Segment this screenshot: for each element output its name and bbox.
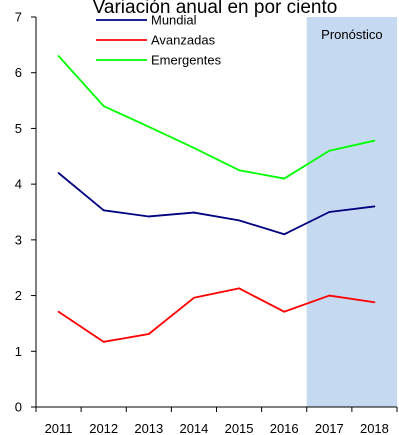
data-point	[283, 233, 286, 236]
data-point	[193, 147, 195, 149]
series-line-emergentes	[57, 55, 375, 180]
x-tick-label: 2011	[45, 421, 73, 435]
x-tick-label: 2012	[89, 421, 118, 435]
data-point	[373, 139, 376, 142]
data-point	[57, 310, 60, 313]
forecast-label: Pronóstico	[321, 27, 382, 42]
x-axis-tick-labels: 2011 2012 2013 2014 2015 2016 2017 2018	[45, 421, 389, 435]
x-tick-label: 2017	[315, 421, 344, 435]
data-point	[193, 211, 195, 214]
y-tick-label: 6	[15, 65, 22, 80]
data-point	[57, 172, 60, 174]
data-point	[238, 219, 240, 222]
data-point	[147, 333, 150, 335]
legend: Mundial Avanzadas Emergentes	[96, 13, 222, 68]
data-point	[193, 296, 195, 299]
y-tick-label: 2	[15, 288, 22, 303]
data-point	[283, 310, 286, 313]
data-point	[328, 149, 331, 152]
data-point	[102, 209, 105, 212]
x-tick-label: 2013	[134, 421, 163, 435]
data-point	[283, 177, 286, 180]
data-point	[238, 287, 240, 290]
x-tick-label: 2015	[225, 421, 254, 435]
x-tick-label: 2016	[270, 421, 299, 435]
y-tick-label: 7	[15, 10, 22, 25]
y-tick-label: 5	[15, 121, 22, 136]
data-point	[102, 105, 105, 108]
legend-label: Avanzadas	[151, 33, 216, 48]
series-line-avanzadas	[58, 287, 375, 343]
data-point	[328, 294, 331, 297]
y-tick-label: 4	[15, 177, 22, 192]
y-tick-label: 1	[15, 344, 22, 359]
legend-label: Mundial	[151, 13, 197, 28]
chart-title: Variación anual en por ciento	[93, 0, 338, 18]
y-tick-label: 3	[15, 232, 22, 247]
series-lines	[57, 55, 376, 343]
data-point	[147, 125, 150, 128]
data-point	[373, 205, 376, 208]
data-point	[102, 340, 105, 343]
y-tick-label: 0	[15, 400, 22, 415]
data-point	[373, 301, 376, 304]
forecast-shaded-region	[306, 17, 397, 407]
x-tick-label: 2018	[360, 421, 389, 435]
data-point	[238, 169, 240, 172]
y-axis-tick-labels: 0 1 2 3 4 5 6 7	[15, 10, 22, 415]
series-line-mundial	[57, 172, 375, 236]
data-point	[57, 55, 60, 57]
legend-label: Emergentes	[151, 53, 222, 68]
data-point	[328, 211, 331, 213]
x-tick-label: 2014	[179, 421, 208, 435]
axis-ticks	[31, 16, 398, 412]
data-point	[147, 215, 150, 218]
